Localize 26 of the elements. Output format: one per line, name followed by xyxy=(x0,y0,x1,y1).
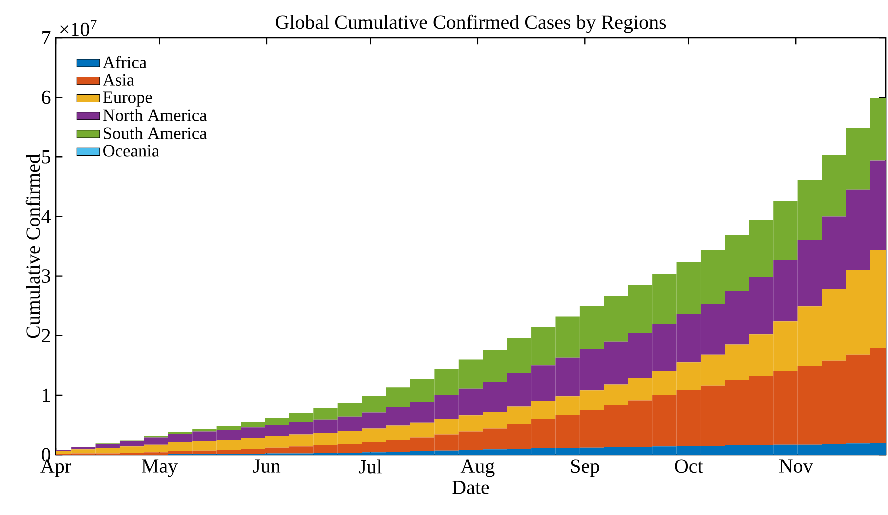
x-axis-title: Date xyxy=(452,481,490,494)
y-tick-label: 2 xyxy=(42,329,50,342)
x-tick-label: Oct xyxy=(675,460,704,474)
legend-label: Asia xyxy=(103,74,134,86)
y-tick-label: 7 xyxy=(42,31,51,45)
y-tick-label: 1 xyxy=(43,388,50,402)
y-tick-label: 5 xyxy=(42,150,51,164)
x-tick-label: Nov xyxy=(779,460,814,473)
x-tick-label: Apr xyxy=(40,460,72,478)
legend-label: South America xyxy=(104,127,208,140)
y-tick-label: 6 xyxy=(42,90,51,104)
legend-label: Africa xyxy=(103,56,147,68)
legend-label: North America xyxy=(103,109,208,122)
y-tick-label: 4 xyxy=(42,210,51,224)
text: ×10$^{7}$ xyxy=(60,20,97,36)
x-tick-label: Aug xyxy=(460,460,495,478)
x-tick-label: Jun xyxy=(253,460,281,473)
y-axis-title: Cumulative Confirmed xyxy=(26,154,40,338)
x-tick-label: May xyxy=(142,460,178,478)
x-tick-label: Sep xyxy=(571,460,600,478)
x-tick-label: Jul xyxy=(359,460,382,474)
legend-label: Europe xyxy=(103,92,152,107)
y-tick-label: 0 xyxy=(42,448,51,462)
chart-title: Global Cumulative Confirmed Cases by Regions xyxy=(276,14,666,34)
y-tick-label: 3 xyxy=(42,270,51,283)
legend-label: Oceania xyxy=(104,145,160,157)
